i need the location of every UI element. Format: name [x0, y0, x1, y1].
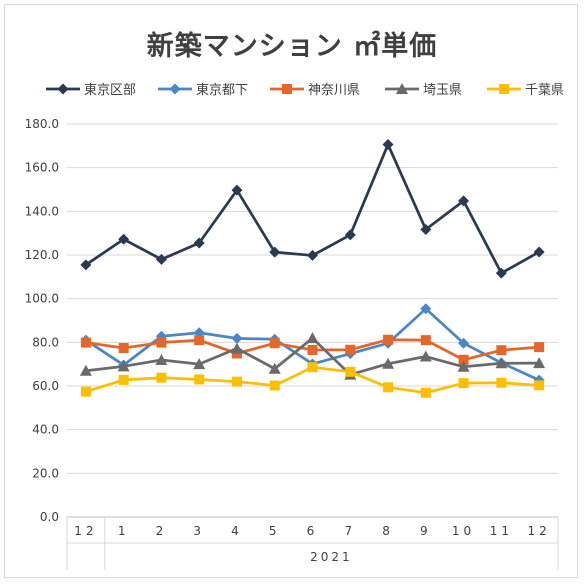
data-point — [118, 343, 129, 354]
x-group-label: 2021 — [310, 550, 353, 564]
data-point — [458, 195, 470, 207]
y-tick-label: 160.0 — [25, 161, 59, 175]
data-point — [117, 360, 130, 372]
data-point — [306, 332, 319, 344]
legend-label: 千葉県 — [525, 83, 564, 98]
y-tick-label: 40.0 — [32, 423, 59, 437]
data-point — [307, 249, 318, 261]
data-point — [419, 350, 432, 362]
y-tick-label: 120.0 — [25, 248, 59, 262]
data-point — [230, 342, 243, 354]
legend-marker — [282, 84, 292, 94]
x-tick-label: 9 — [420, 524, 432, 538]
data-point — [458, 354, 469, 365]
data-point — [307, 362, 318, 373]
data-point — [495, 267, 507, 279]
data-point — [269, 246, 281, 258]
data-point — [382, 357, 395, 369]
data-point — [533, 357, 546, 369]
y-tick-label: 60.0 — [32, 379, 59, 393]
data-point — [193, 358, 206, 370]
data-point — [118, 374, 129, 385]
x-tick-label: 5 — [269, 524, 281, 538]
data-point — [307, 344, 318, 355]
data-point — [231, 376, 242, 387]
data-point — [155, 253, 167, 265]
data-point — [156, 337, 167, 348]
x-tick-label: 4 — [231, 524, 243, 538]
data-point — [420, 303, 432, 315]
legend-marker — [396, 83, 408, 94]
legend-marker — [57, 83, 69, 95]
data-point — [268, 362, 281, 374]
x-tick-label: 8 — [382, 524, 394, 538]
data-point — [269, 380, 280, 391]
data-point — [193, 237, 205, 249]
legend-label: 東京区部 — [84, 82, 136, 98]
x-tick-label: 10 — [452, 524, 475, 538]
data-point — [420, 387, 431, 398]
data-point — [534, 342, 545, 353]
y-tick-label: 20.0 — [32, 466, 59, 480]
x-tick-label: 11 — [490, 524, 513, 538]
data-point — [231, 348, 242, 359]
y-tick-label: 80.0 — [32, 335, 59, 349]
legend-marker — [169, 83, 181, 95]
y-tick-label: 0.0 — [40, 510, 59, 524]
data-point — [118, 233, 130, 245]
chart-title: 新築マンション ㎡単価 — [146, 31, 438, 62]
data-point — [80, 337, 91, 348]
x-tick-label: 1 — [118, 524, 130, 538]
data-point — [80, 386, 91, 397]
data-point — [231, 184, 243, 196]
data-point — [420, 335, 431, 346]
y-tick-label: 100.0 — [25, 292, 59, 306]
data-point — [231, 332, 243, 344]
data-point — [80, 259, 92, 271]
x-tick-label: 3 — [193, 524, 205, 538]
data-point — [382, 139, 394, 151]
data-point — [155, 354, 168, 366]
data-point — [457, 360, 470, 372]
data-point — [420, 223, 432, 235]
data-point — [533, 246, 545, 258]
x-tick-label: 12 — [527, 524, 550, 538]
data-point — [458, 378, 469, 389]
data-point — [269, 338, 280, 349]
legend-label: 東京都下 — [196, 82, 248, 98]
data-point — [534, 380, 545, 391]
legend-marker — [499, 84, 509, 94]
x-tick-label: 12 — [74, 524, 97, 538]
data-point — [345, 366, 356, 377]
data-point — [344, 229, 356, 241]
data-point — [194, 335, 205, 346]
x-tick-label: 6 — [307, 524, 319, 538]
data-point — [496, 345, 507, 356]
data-point — [383, 334, 394, 345]
data-point — [345, 344, 356, 355]
y-tick-label: 140.0 — [25, 204, 59, 218]
data-point — [156, 372, 167, 383]
data-point — [79, 364, 92, 376]
chart-frame — [4, 4, 578, 578]
legend-label: 埼玉県 — [423, 83, 462, 98]
data-point — [383, 382, 394, 393]
x-tick-label: 2 — [156, 524, 168, 538]
data-point — [496, 377, 507, 388]
data-point — [458, 337, 470, 349]
data-point — [194, 374, 205, 385]
legend-label: 神奈川県 — [308, 83, 360, 98]
y-tick-label: 180.0 — [25, 117, 59, 131]
data-point — [495, 357, 508, 369]
x-tick-label: 7 — [344, 524, 356, 538]
